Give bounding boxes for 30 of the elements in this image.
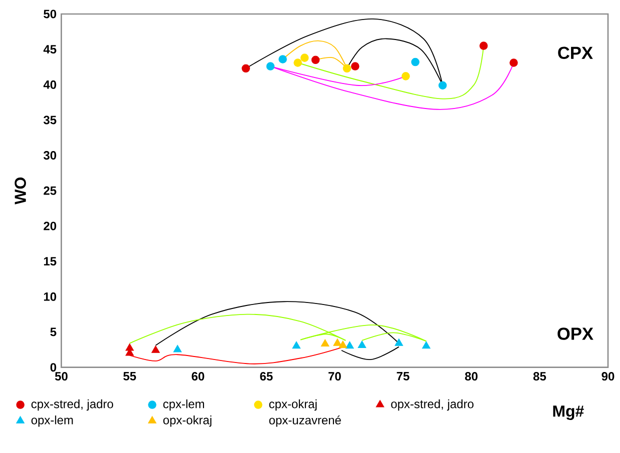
legend-label: opx-lem — [31, 416, 73, 427]
legend-label: opx-okraj — [163, 416, 212, 427]
y-tick-label: 40 — [43, 80, 56, 90]
legend-label: opx-stred, jadro — [391, 400, 474, 411]
x-tick-label: 70 — [328, 372, 341, 381]
legend-label: cpx-lem — [163, 400, 204, 411]
y-tick-label: 30 — [44, 151, 56, 160]
y-tick-label: 25 — [44, 186, 56, 196]
y-tick-label: 15 — [44, 257, 56, 266]
y-tick-label: 0 — [50, 363, 56, 372]
annotation: CPX — [558, 46, 593, 60]
annotation: OPX — [558, 328, 594, 340]
y-tick-label: 10 — [44, 292, 56, 302]
y-tick-label: 35 — [44, 116, 56, 124]
y-tick-label: 5 — [50, 328, 56, 336]
y-axis-title: WO — [14, 178, 26, 205]
x-axis-title: Mg# — [553, 406, 584, 420]
x-tick-label: 85 — [533, 372, 546, 381]
x-tick-label: 60 — [192, 372, 204, 381]
text: opx-uzavrené — [269, 416, 341, 427]
y-tick-label: 20 — [44, 222, 56, 230]
x-tick-label: 55 — [123, 372, 136, 381]
legend-label: cpx-stred, jadro — [31, 400, 114, 411]
y-tick-label: 45 — [43, 45, 56, 54]
x-tick-label: 75 — [396, 372, 410, 381]
legend-label: cpx-okraj — [269, 400, 317, 411]
x-tick-label: 80 — [465, 372, 478, 381]
x-tick-label: 65 — [260, 372, 273, 381]
y-tick-label: 50 — [44, 10, 56, 18]
x-tick-label: 90 — [602, 372, 614, 381]
